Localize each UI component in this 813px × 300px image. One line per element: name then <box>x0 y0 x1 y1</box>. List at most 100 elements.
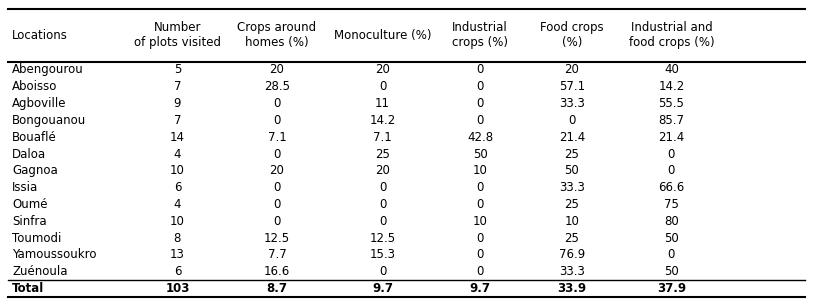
Text: Number
of plots visited: Number of plots visited <box>134 21 221 49</box>
Text: Issia: Issia <box>12 181 38 194</box>
Text: 0: 0 <box>273 215 280 228</box>
Text: 12.5: 12.5 <box>370 232 396 244</box>
Text: Yamoussoukro: Yamoussoukro <box>12 248 97 261</box>
Text: 40: 40 <box>664 63 679 76</box>
Text: 0: 0 <box>476 181 484 194</box>
Text: 33.3: 33.3 <box>559 265 585 278</box>
Text: 12.5: 12.5 <box>264 232 290 244</box>
Text: 8: 8 <box>174 232 181 244</box>
Text: 8.7: 8.7 <box>267 282 288 295</box>
Text: 14.2: 14.2 <box>659 80 685 93</box>
Text: 16.6: 16.6 <box>264 265 290 278</box>
Text: 5: 5 <box>174 63 181 76</box>
Text: 55.5: 55.5 <box>659 97 685 110</box>
Text: 0: 0 <box>667 164 675 177</box>
Text: 75: 75 <box>664 198 679 211</box>
Text: 0: 0 <box>667 148 675 160</box>
Text: 0: 0 <box>379 215 386 228</box>
Text: 0: 0 <box>379 265 386 278</box>
Text: 25: 25 <box>564 198 579 211</box>
Text: Industrial
crops (%): Industrial crops (%) <box>452 21 508 49</box>
Text: 13: 13 <box>170 248 185 261</box>
Text: 6: 6 <box>174 265 181 278</box>
Text: Abengourou: Abengourou <box>12 63 84 76</box>
Text: 50: 50 <box>664 265 679 278</box>
Text: 66.6: 66.6 <box>659 181 685 194</box>
Text: 14: 14 <box>170 131 185 144</box>
Text: 0: 0 <box>379 181 386 194</box>
Text: 14.2: 14.2 <box>369 114 396 127</box>
Text: 7: 7 <box>174 114 181 127</box>
Text: 42.8: 42.8 <box>467 131 493 144</box>
Text: 0: 0 <box>476 114 484 127</box>
Text: 25: 25 <box>375 148 390 160</box>
Text: 50: 50 <box>564 164 579 177</box>
Text: 20: 20 <box>270 164 285 177</box>
Text: 85.7: 85.7 <box>659 114 685 127</box>
Text: 9.7: 9.7 <box>372 282 393 295</box>
Text: 50: 50 <box>664 232 679 244</box>
Text: Toumodi: Toumodi <box>12 232 62 244</box>
Text: 7.7: 7.7 <box>267 248 286 261</box>
Text: Agboville: Agboville <box>12 97 67 110</box>
Text: 0: 0 <box>379 198 386 211</box>
Text: 7.1: 7.1 <box>267 131 286 144</box>
Text: Total: Total <box>12 282 45 295</box>
Text: 0: 0 <box>273 148 280 160</box>
Text: 0: 0 <box>476 248 484 261</box>
Text: Oumé: Oumé <box>12 198 48 211</box>
Text: 10: 10 <box>170 164 185 177</box>
Text: 10: 10 <box>473 164 488 177</box>
Text: 10: 10 <box>473 215 488 228</box>
Text: Food crops
(%): Food crops (%) <box>540 21 603 49</box>
Text: 10: 10 <box>564 215 579 228</box>
Text: 25: 25 <box>564 148 579 160</box>
Text: Bongouanou: Bongouanou <box>12 114 86 127</box>
Text: 0: 0 <box>476 63 484 76</box>
Text: 76.9: 76.9 <box>559 248 585 261</box>
Text: 33.3: 33.3 <box>559 181 585 194</box>
Text: 10: 10 <box>170 215 185 228</box>
Text: 20: 20 <box>564 63 579 76</box>
Text: 57.1: 57.1 <box>559 80 585 93</box>
Text: Crops around
homes (%): Crops around homes (%) <box>237 21 316 49</box>
Text: 0: 0 <box>476 265 484 278</box>
Text: Sinfra: Sinfra <box>12 215 47 228</box>
Text: Bouaflé: Bouaflé <box>12 131 57 144</box>
Text: 0: 0 <box>476 198 484 211</box>
Text: 21.4: 21.4 <box>559 131 585 144</box>
Text: 0: 0 <box>379 80 386 93</box>
Text: Industrial and
food crops (%): Industrial and food crops (%) <box>628 21 715 49</box>
Text: 33.3: 33.3 <box>559 97 585 110</box>
Text: 0: 0 <box>476 80 484 93</box>
Text: 11: 11 <box>375 97 390 110</box>
Text: 0: 0 <box>568 114 576 127</box>
Text: 21.4: 21.4 <box>659 131 685 144</box>
Text: 80: 80 <box>664 215 679 228</box>
Text: 0: 0 <box>476 97 484 110</box>
Text: 9.7: 9.7 <box>470 282 491 295</box>
Text: 15.3: 15.3 <box>370 248 396 261</box>
Text: 4: 4 <box>174 148 181 160</box>
Text: 20: 20 <box>270 63 285 76</box>
Text: 7: 7 <box>174 80 181 93</box>
Text: 25: 25 <box>564 232 579 244</box>
Text: 0: 0 <box>273 198 280 211</box>
Text: Daloa: Daloa <box>12 148 46 160</box>
Text: 0: 0 <box>667 248 675 261</box>
Text: 7.1: 7.1 <box>373 131 392 144</box>
Text: 50: 50 <box>473 148 488 160</box>
Text: Monoculture (%): Monoculture (%) <box>334 29 432 42</box>
Text: Locations: Locations <box>12 29 68 42</box>
Text: 33.9: 33.9 <box>557 282 586 295</box>
Text: 6: 6 <box>174 181 181 194</box>
Text: 4: 4 <box>174 198 181 211</box>
Text: 0: 0 <box>273 181 280 194</box>
Text: Gagnoa: Gagnoa <box>12 164 58 177</box>
Text: 0: 0 <box>476 232 484 244</box>
Text: Zuénoula: Zuénoula <box>12 265 67 278</box>
Text: 20: 20 <box>375 164 390 177</box>
Text: 20: 20 <box>375 63 390 76</box>
Text: 9: 9 <box>174 97 181 110</box>
Text: 0: 0 <box>273 97 280 110</box>
